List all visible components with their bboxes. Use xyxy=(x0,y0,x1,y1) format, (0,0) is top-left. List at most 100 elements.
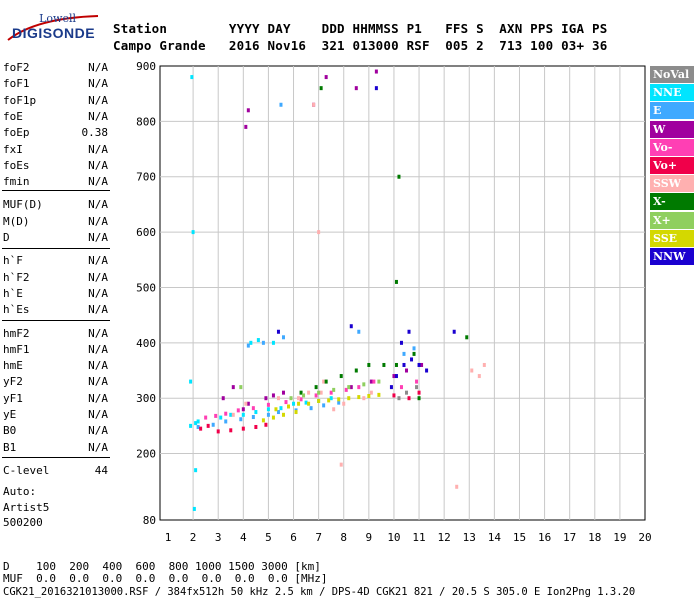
data-point xyxy=(389,385,393,390)
x-tick-label: 12 xyxy=(438,531,451,544)
param-value: N/A xyxy=(88,408,108,421)
param-value: N/A xyxy=(88,61,108,74)
param-value: N/A xyxy=(88,391,108,405)
data-point xyxy=(324,379,328,384)
x-tick-label: 9 xyxy=(366,531,373,544)
data-point xyxy=(339,462,343,467)
data-point xyxy=(276,396,280,401)
data-point xyxy=(405,390,408,395)
data-point xyxy=(322,403,326,408)
data-point xyxy=(317,230,321,235)
data-point xyxy=(399,340,403,345)
logo-swoosh-icon xyxy=(7,15,99,41)
data-point xyxy=(219,415,223,420)
data-point xyxy=(241,426,245,431)
data-point xyxy=(249,340,253,345)
x-tick-label: 8 xyxy=(340,531,347,544)
legend-item: Vo- xyxy=(650,138,694,156)
param-name: h`Es xyxy=(3,303,30,317)
data-point xyxy=(470,368,474,373)
y-tick-label: 800 xyxy=(136,115,156,128)
data-point xyxy=(211,422,215,427)
legend-item: NNW xyxy=(650,248,694,265)
param-name: yF1 xyxy=(3,391,23,405)
plot-frame xyxy=(159,65,646,521)
x-tick-label: 11 xyxy=(412,531,425,544)
data-point xyxy=(342,401,346,406)
data-point xyxy=(287,404,291,409)
data-point xyxy=(221,396,225,401)
data-point xyxy=(266,402,270,407)
param-name: fxI xyxy=(3,142,23,156)
param-name: MUF(D) xyxy=(3,198,43,212)
data-point xyxy=(231,385,235,390)
data-point xyxy=(407,329,411,334)
param-value: N/A xyxy=(88,303,108,317)
auto-artist: Artist5 xyxy=(3,501,50,514)
y-tick-label: 900 xyxy=(136,60,156,73)
param-name: yF2 xyxy=(3,375,23,389)
data-point xyxy=(349,324,353,329)
param-name: h`F xyxy=(3,254,23,268)
data-point xyxy=(261,418,265,423)
data-point xyxy=(194,421,198,426)
data-point xyxy=(327,398,331,403)
data-point xyxy=(455,484,459,489)
data-point xyxy=(281,412,285,417)
data-point xyxy=(317,398,321,403)
data-point xyxy=(339,374,343,379)
param-name: foF2 xyxy=(3,61,30,74)
y-tick-label: 400 xyxy=(136,337,156,350)
data-point xyxy=(417,390,421,395)
header-labels: Station YYYY DAY DDD HHMMSS P1 FFS S AXN… xyxy=(113,21,608,36)
data-point xyxy=(367,362,371,367)
data-point xyxy=(189,423,193,428)
data-point xyxy=(196,424,200,429)
legend-item: Vo+ xyxy=(650,157,694,174)
data-point xyxy=(354,368,358,373)
data-point xyxy=(307,401,311,406)
data-point xyxy=(236,408,240,413)
x-tick-label: 6 xyxy=(290,531,297,544)
data-point xyxy=(241,412,245,417)
auto-code: 500200 xyxy=(3,516,43,529)
param-value: N/A xyxy=(88,109,108,123)
data-point xyxy=(239,417,243,422)
data-point xyxy=(264,396,268,401)
data-point xyxy=(214,413,218,418)
x-tick-label: 13 xyxy=(463,531,476,544)
data-point xyxy=(347,396,351,401)
param-name: foF1 xyxy=(3,77,30,91)
param-value: 44 xyxy=(94,463,108,477)
data-point xyxy=(425,368,429,373)
data-point xyxy=(264,422,268,427)
data-point xyxy=(191,230,195,235)
data-point xyxy=(417,396,421,401)
param-value: N/A xyxy=(88,375,108,389)
data-point xyxy=(324,75,328,80)
data-point xyxy=(254,410,258,415)
data-point xyxy=(204,415,208,420)
param-divider xyxy=(2,190,110,191)
data-point xyxy=(412,346,416,351)
param-name: foE xyxy=(3,109,23,123)
data-point xyxy=(397,396,401,401)
data-point xyxy=(229,428,233,433)
data-point xyxy=(294,410,298,415)
param-name: fmin xyxy=(3,175,30,189)
x-tick-label: 19 xyxy=(613,531,626,544)
param-value: N/A xyxy=(88,270,108,284)
legend-item: E xyxy=(650,102,694,120)
x-tick-label: 14 xyxy=(488,531,502,544)
param-name: B1 xyxy=(3,440,17,454)
param-value: N/A xyxy=(88,77,108,91)
data-point xyxy=(246,343,250,348)
data-point xyxy=(312,102,316,107)
logo-line1: Lowell xyxy=(39,12,76,25)
data-point xyxy=(284,400,288,405)
data-point xyxy=(281,390,285,395)
param-name: B0 xyxy=(3,424,17,438)
data-point xyxy=(465,335,469,340)
header-values: Campo Grande 2016 Nov16 321 013000 RSF 0… xyxy=(113,38,608,53)
